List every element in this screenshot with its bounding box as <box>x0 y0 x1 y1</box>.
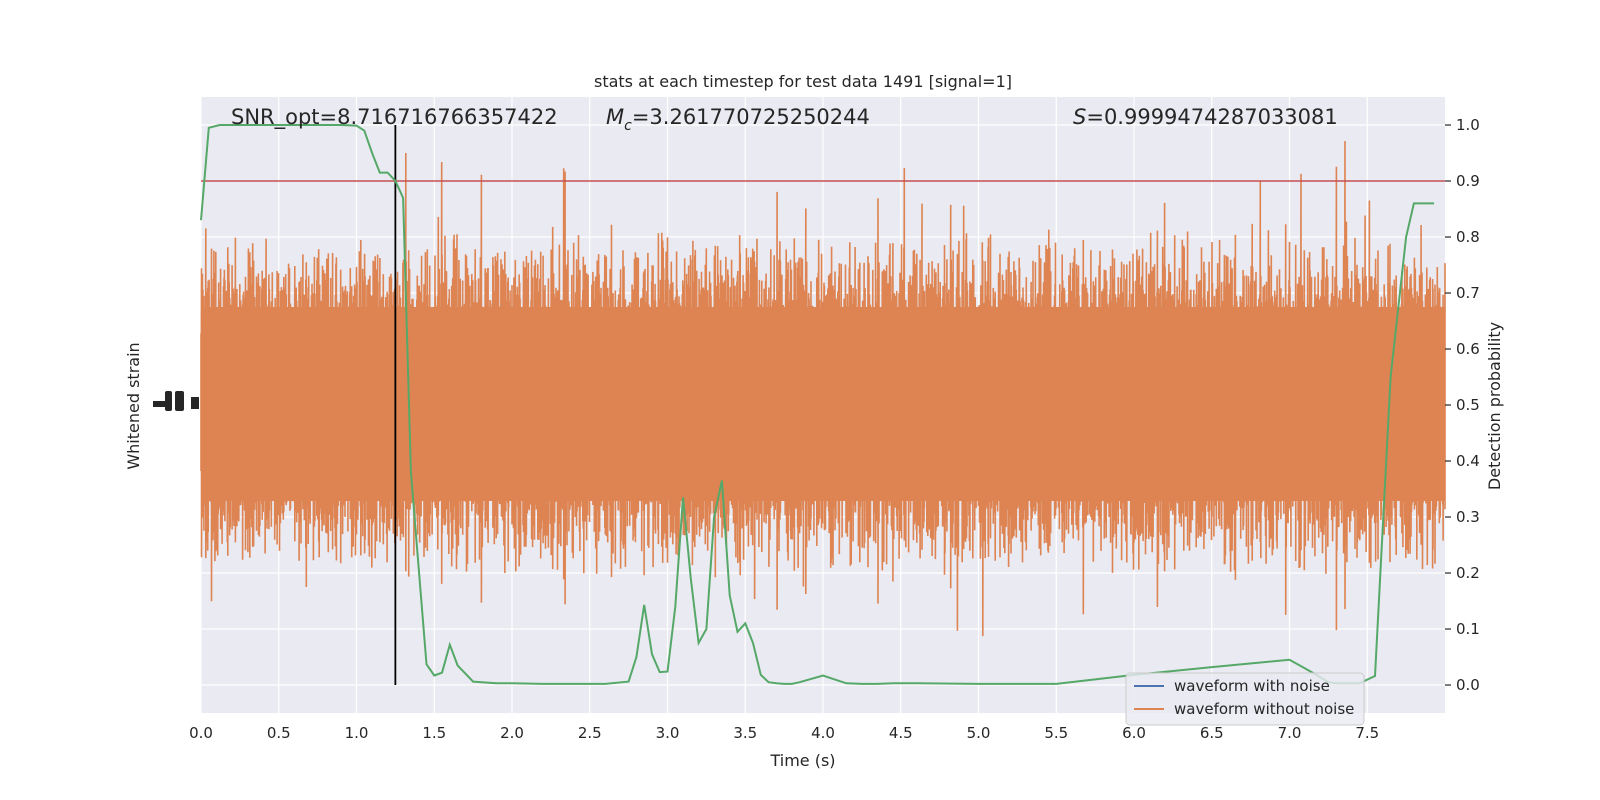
x-tick-label-11: 5.5 <box>1044 724 1068 742</box>
legend-box <box>1125 672 1365 726</box>
y-tick-label-6: 0.6 <box>1456 340 1480 358</box>
y-tick-label-4: 0.4 <box>1456 452 1480 470</box>
x-tick-label-12: 6.0 <box>1122 724 1146 742</box>
x-tick-label-3: 1.5 <box>422 724 446 742</box>
legend: waveform with noise waveform without noi… <box>1125 672 1365 726</box>
left-axis-ticks <box>153 391 199 411</box>
chirp-mass-value: =3.261770725250244 <box>632 105 870 129</box>
x-tick-label-15: 7.5 <box>1355 724 1379 742</box>
x-tick-label-10: 5.0 <box>967 724 991 742</box>
x-axis-label: Time (s) <box>769 751 835 770</box>
y-tick-label-5: 0.5 <box>1456 396 1480 414</box>
y-tick-label-7: 0.7 <box>1456 284 1480 302</box>
y-tick-label-10: 1.0 <box>1456 116 1480 134</box>
score-annotation: S=0.9999474287033081 <box>1073 105 1338 129</box>
left-tick-cluster-d <box>191 397 199 409</box>
y-tick-label-9: 0.9 <box>1456 172 1480 190</box>
y-tick-label-2: 0.2 <box>1456 564 1480 582</box>
x-tick-label-0: 0.0 <box>189 724 213 742</box>
chart-title: stats at each timestep for test data 149… <box>594 72 1012 91</box>
score-value: =0.9999474287033081 <box>1086 105 1337 129</box>
x-tick-label-6: 3.0 <box>656 724 680 742</box>
legend-label-with-noise: waveform with noise <box>1174 677 1330 695</box>
probability-line <box>200 124 1435 685</box>
chirp-mass-symbol: M <box>606 105 624 129</box>
snr-annotation: SNR_opt=8.716716766357422 <box>231 105 558 130</box>
y-tick-labels-right: 0.0 0.1 0.2 0.3 0.4 0.5 0.6 0.7 0.8 0.9 1.0 <box>1445 116 1480 694</box>
x-tick-label-8: 4.0 <box>811 724 835 742</box>
left-tick-cluster-b <box>165 391 172 411</box>
x-tick-labels: 0.0 0.5 1.0 1.5 2.0 2.5 3.0 3.5 4.0 4.5 5.0 5.5 6.0 6… <box>189 724 1379 742</box>
probability-series <box>200 124 1435 685</box>
y-axis-label-right: Detection probability <box>1485 322 1504 490</box>
x-tick-label-5: 2.5 <box>578 724 602 742</box>
y-tick-label-3: 0.3 <box>1456 508 1480 526</box>
chirp-mass-annotation: Mc=3.261770725250244 <box>606 105 870 134</box>
chirp-mass-subscript: c <box>624 118 632 134</box>
score-symbol: S <box>1073 105 1086 129</box>
y-tick-label-1: 0.1 <box>1456 620 1480 638</box>
x-tick-label-4: 2.0 <box>500 724 524 742</box>
x-tick-label-14: 7.0 <box>1278 724 1302 742</box>
x-tick-label-13: 6.5 <box>1200 724 1224 742</box>
y-tick-label-0: 0.0 <box>1456 676 1480 694</box>
y-tick-label-8: 0.8 <box>1456 228 1480 246</box>
x-tick-label-7: 3.5 <box>733 724 757 742</box>
left-tick-cluster-a <box>153 401 169 407</box>
x-tick-label-1: 0.5 <box>267 724 291 742</box>
x-tick-label-2: 1.0 <box>345 724 369 742</box>
noise-core <box>201 307 1445 501</box>
y-axis-label-left: Whitened strain <box>124 342 143 469</box>
legend-label-without-noise: waveform without noise <box>1174 700 1354 718</box>
left-tick-cluster-c <box>175 391 184 411</box>
x-tick-label-9: 4.5 <box>889 724 913 742</box>
